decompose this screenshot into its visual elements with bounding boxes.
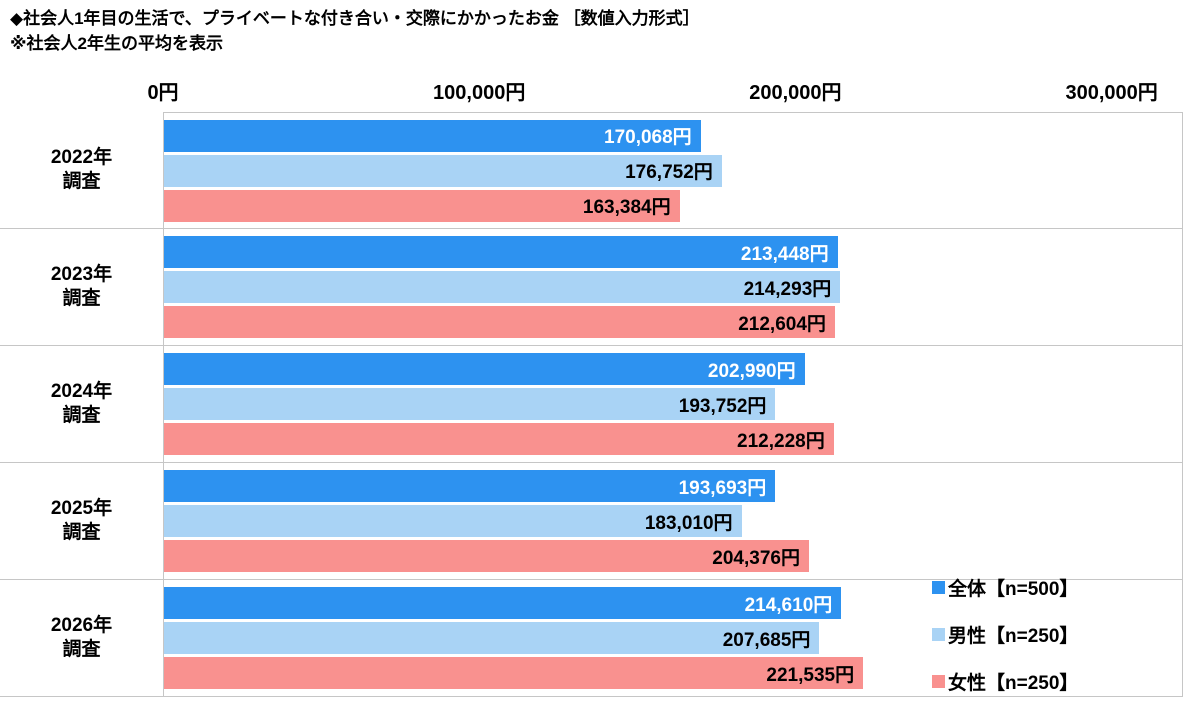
x-axis-tick: 0円 (147, 82, 179, 105)
bar-value-label: 204,376円 (712, 547, 800, 569)
category-label: 2022年 調査 (50, 146, 113, 193)
bar: 163,384円 (164, 189, 680, 222)
chart-row: 2022年 調査 170,068円 176,752円 163,384円 (0, 112, 1183, 230)
bar: 176,752円 (164, 154, 722, 187)
bar-value-label: 163,384円 (582, 197, 671, 219)
bar-value-label: 183,010円 (644, 512, 733, 534)
chart-subtitle: ※社会人2年生の平均を表示 (10, 33, 223, 53)
chart-header: ◆社会人1年目の生活で、プライベートな付き合い・交際にかかったお金 ［数値入力形… (0, 0, 1200, 56)
chart-row: 2024年 調査 202,990円 193,752円 212,228円 (0, 346, 1183, 464)
legend-swatch-icon (932, 675, 945, 688)
bar: 207,685円 (164, 622, 820, 655)
chart-row: 2023年 調査 213,448円 214,293円 212,604円 (0, 229, 1183, 347)
bar-value-label: 213,448円 (740, 243, 829, 265)
legend: 全体【n=500】 男性【n=250】 女性【n=250】 (932, 574, 1078, 695)
bar: 214,293円 (164, 271, 841, 304)
chart-title: ◆社会人1年目の生活で、プライベートな付き合い・交際にかかったお金 ［数値入力形… (10, 9, 700, 28)
legend-item: 全体【n=500】 (932, 574, 1078, 601)
bars-cell: 193,693円 183,010円 204,376円 (163, 463, 1183, 580)
bar: 193,752円 (164, 388, 776, 421)
bar-value-label: 193,693円 (678, 477, 767, 499)
bar-value-label: 202,990円 (707, 360, 796, 382)
x-axis: 0円 100,000円 200,000円 300,000円 (147, 56, 1183, 112)
legend-swatch-icon (932, 628, 945, 641)
legend-item: 男性【n=250】 (932, 621, 1078, 648)
bar: 183,010円 (164, 505, 742, 538)
category-label: 2023年 調査 (50, 263, 113, 310)
bars-cell: 213,448円 214,293円 212,604円 (163, 229, 1183, 346)
bars-cell: 170,068円 176,752円 163,384円 (163, 112, 1183, 229)
bar: 202,990円 (164, 353, 805, 386)
bar-value-label: 214,293円 (743, 278, 832, 300)
category-label: 2024年 調査 (50, 380, 113, 427)
chart-body: 2022年 調査 170,068円 176,752円 163,384円 2023年 調査… (0, 112, 1183, 698)
bar: 204,376円 (164, 540, 809, 573)
legend-label: 女性【n=250】 (948, 673, 1079, 694)
bar: 213,448円 (164, 236, 838, 269)
legend-label: 全体【n=500】 (948, 579, 1079, 600)
bar-value-label: 212,604円 (738, 313, 826, 335)
x-axis-tick: 200,000円 (749, 82, 842, 105)
category-label: 2025年 調査 (50, 497, 113, 544)
bar: 193,693円 (164, 470, 776, 503)
bar-value-label: 214,610円 (744, 594, 833, 616)
bar-value-label: 207,685円 (722, 629, 811, 651)
bar: 214,610円 (164, 587, 842, 620)
chart-row: 2026年 調査 214,610円 207,685円 221,535円 (0, 580, 1183, 698)
legend-label: 男性【n=250】 (948, 626, 1079, 647)
bars-cell: 202,990円 193,752円 212,228円 (163, 346, 1183, 463)
bar: 221,535円 (164, 657, 864, 690)
bar: 170,068円 (164, 119, 701, 152)
bar-value-label: 212,228円 (737, 430, 825, 452)
bar: 212,604円 (164, 306, 835, 339)
chart-row: 2025年 調査 193,693円 183,010円 204,376円 (0, 463, 1183, 581)
x-axis-tick: 100,000円 (433, 82, 526, 105)
x-axis-tick: 300,000円 (1065, 82, 1158, 105)
bar-value-label: 193,752円 (678, 395, 767, 417)
category-label: 2026年 調査 (50, 614, 113, 661)
legend-swatch-icon (932, 581, 945, 594)
bar-value-label: 221,535円 (766, 664, 855, 686)
legend-item: 女性【n=250】 (932, 668, 1078, 695)
bars-cell: 214,610円 207,685円 221,535円 (163, 580, 1183, 697)
bar-value-label: 170,068円 (604, 127, 692, 149)
bar-value-label: 176,752円 (625, 162, 713, 184)
bar: 212,228円 (164, 423, 834, 456)
